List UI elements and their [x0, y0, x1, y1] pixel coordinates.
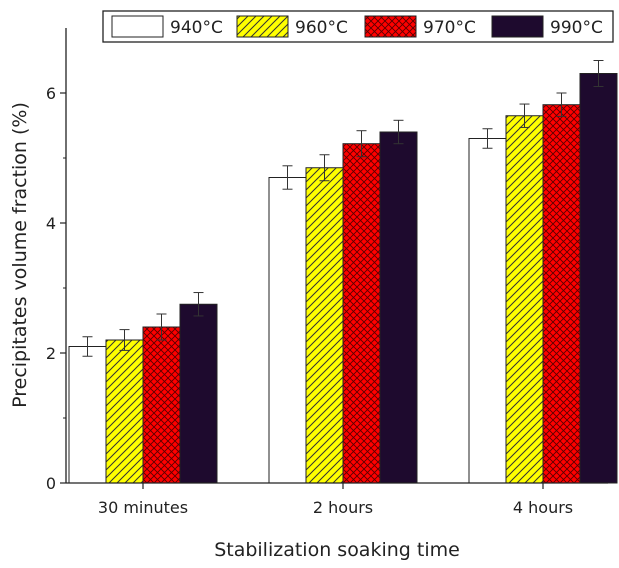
- error-bar: [193, 292, 204, 317]
- error-bars-group: [82, 60, 604, 357]
- y-axis-title: Precipitates volume fraction (%): [9, 102, 31, 408]
- bar-940C-2: [468, 138, 507, 484]
- x-ticks-group: 30 minutes 2 hours 4 hours: [98, 483, 573, 517]
- legend-swatch: [491, 15, 544, 38]
- bar-990C-0: [179, 303, 218, 484]
- error-bar: [356, 130, 367, 158]
- y-ticks-group: 0 2 4 6: [46, 84, 66, 493]
- bar-960C-0: [105, 339, 144, 484]
- legend-swatch: [364, 15, 417, 38]
- bar-990C-1: [379, 131, 418, 484]
- bars-group: [68, 73, 618, 484]
- legend-swatch: [236, 15, 289, 38]
- bar-990C-2: [579, 73, 618, 484]
- legend-label: 940°C: [170, 18, 223, 38]
- bar-940C-0: [68, 346, 107, 484]
- error-bar: [282, 165, 293, 190]
- error-bar: [556, 92, 567, 117]
- legend-label: 960°C: [295, 18, 348, 38]
- error-bar: [482, 128, 493, 149]
- x-tick-label: 30 minutes: [98, 498, 188, 517]
- legend-swatch: [111, 15, 164, 38]
- error-bar: [319, 154, 330, 182]
- bar-960C-2: [505, 115, 544, 484]
- error-bar: [593, 60, 604, 87]
- bar-970C-2: [542, 104, 581, 484]
- error-bar: [119, 329, 130, 351]
- bar-970C-0: [142, 326, 181, 484]
- x-tick-label: 4 hours: [513, 498, 573, 517]
- error-bar: [393, 119, 404, 145]
- error-bar: [156, 313, 167, 341]
- bar-960C-1: [305, 167, 344, 484]
- y-tick-label: 0: [46, 474, 56, 493]
- error-bar: [519, 103, 530, 128]
- error-bar: [82, 336, 93, 357]
- legend-label: 990°C: [550, 18, 603, 38]
- y-tick-label: 4: [46, 214, 56, 233]
- y-tick-label: 6: [46, 84, 56, 103]
- bar-970C-1: [342, 143, 381, 484]
- y-tick-label: 2: [46, 344, 56, 363]
- legend-label: 970°C: [423, 18, 476, 38]
- legend: 940°C 960°C 970°C 990°C: [102, 10, 614, 43]
- x-tick-label: 2 hours: [313, 498, 373, 517]
- x-axis-title: Stabilization soaking time: [214, 539, 460, 561]
- bar-940C-1: [268, 177, 307, 484]
